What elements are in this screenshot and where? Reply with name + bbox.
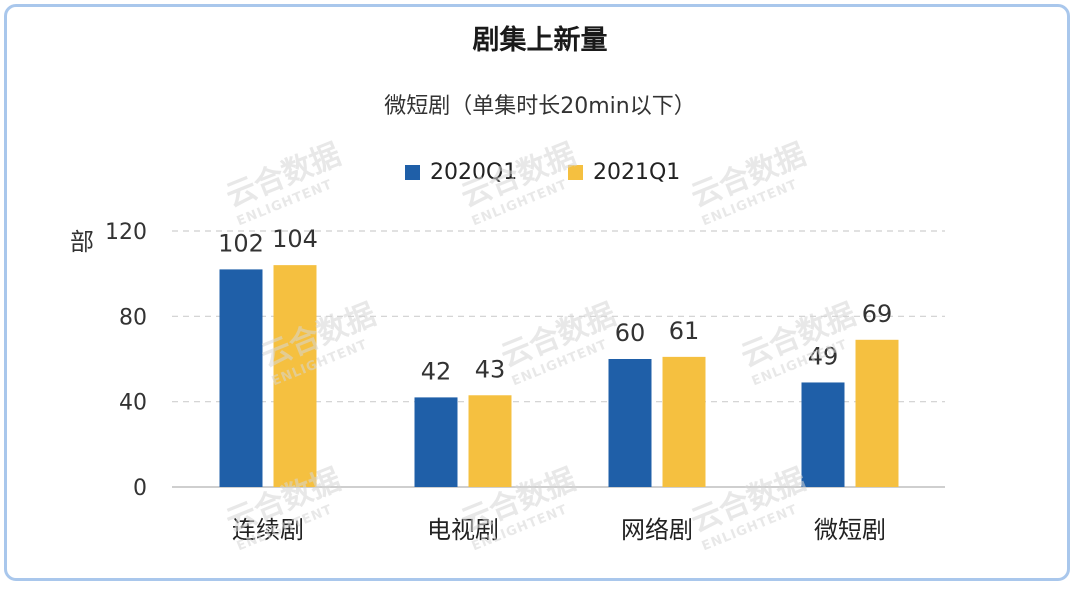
data-label-2021Q1-2: 61 xyxy=(669,317,700,345)
bar-2021Q1-2 xyxy=(662,356,706,487)
x-tick-label-2: 网络剧 xyxy=(621,516,693,544)
x-tick-label-3: 微短剧 xyxy=(814,516,886,544)
data-label-2020Q1-2: 60 xyxy=(615,319,646,347)
bar-2021Q1-0 xyxy=(273,265,317,487)
legend-item-2021q1: 2021Q1 xyxy=(568,160,680,185)
data-label-2021Q1-3: 69 xyxy=(862,300,893,328)
legend-swatch-2020q1 xyxy=(405,165,420,180)
y-tick-label-120: 120 xyxy=(105,220,147,245)
chart-legend: 2020Q1 2021Q1 xyxy=(0,160,1080,190)
data-label-2020Q1-0: 102 xyxy=(218,229,264,257)
y-axis-unit-label: 部 xyxy=(70,228,94,256)
bar-2020Q1-1 xyxy=(414,397,458,487)
bar-2021Q1-1 xyxy=(468,395,512,487)
x-tick-label-0: 连续剧 xyxy=(232,516,304,544)
legend-item-2020q1: 2020Q1 xyxy=(405,160,517,185)
data-label-2021Q1-0: 104 xyxy=(272,225,318,253)
data-label-2020Q1-1: 42 xyxy=(421,357,452,385)
chart-subtitle: 微短剧（单集时长20min以下） xyxy=(384,94,696,119)
data-label-2020Q1-3: 49 xyxy=(808,342,839,370)
bar-2021Q1-3 xyxy=(855,339,899,487)
bar-2020Q1-3 xyxy=(801,382,845,487)
y-tick-label-40: 40 xyxy=(119,391,147,416)
y-tick-label-0: 0 xyxy=(133,476,147,501)
y-tick-label-80: 80 xyxy=(119,305,147,330)
chart-title: 剧集上新量 xyxy=(472,25,608,56)
x-tick-label-1: 电视剧 xyxy=(427,516,499,544)
legend-label-2020q1: 2020Q1 xyxy=(430,160,518,185)
legend-label-2021q1: 2021Q1 xyxy=(593,160,681,185)
data-label-2021Q1-1: 43 xyxy=(475,355,506,383)
legend-swatch-2021q1 xyxy=(568,165,583,180)
bar-2020Q1-2 xyxy=(608,359,652,487)
bar-2020Q1-0 xyxy=(219,269,263,487)
